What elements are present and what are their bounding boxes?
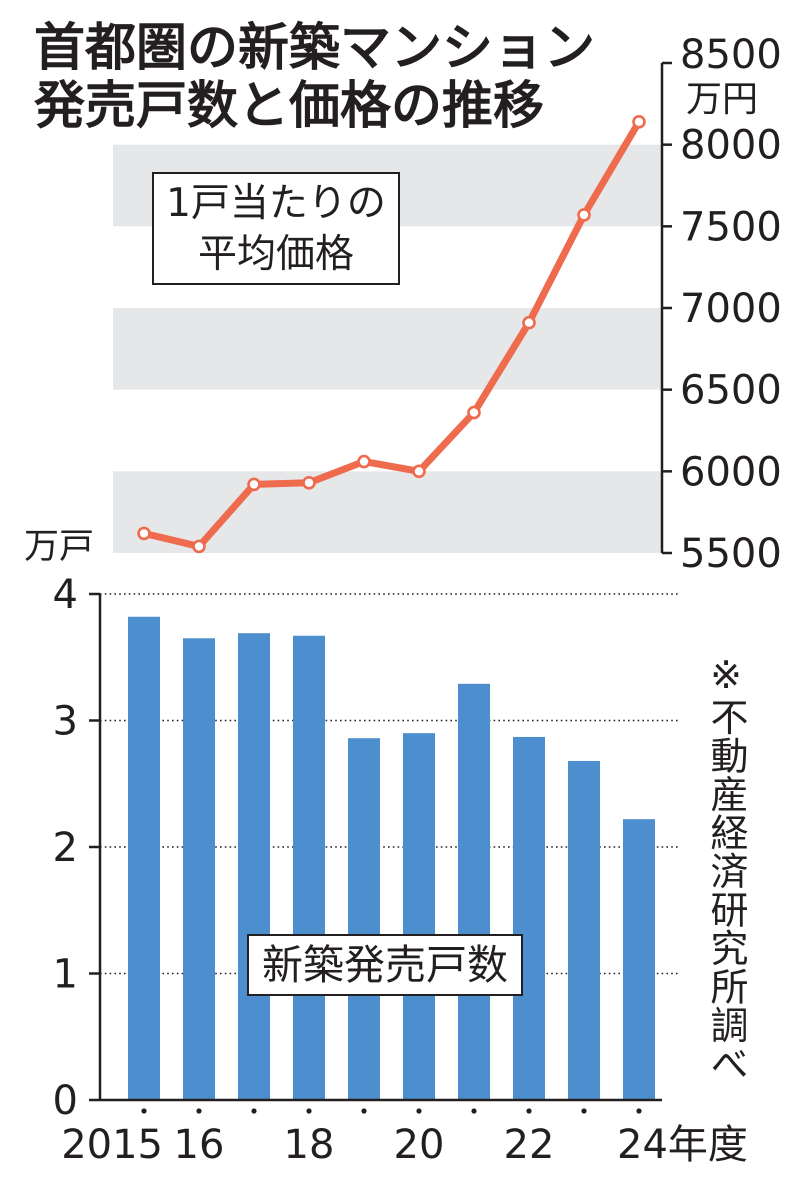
year-dot: [581, 1108, 587, 1114]
units-tick-label: 3: [53, 699, 78, 745]
price-series-label-line-2: 平均価格: [197, 231, 354, 277]
price-axis-unit: 万円: [686, 79, 759, 120]
price-line-chart: 5500 6000 6500 7000 7500 8000 8500: [113, 32, 782, 577]
units-tick-label: 1: [53, 952, 78, 998]
units-tick-label: 4: [53, 572, 78, 618]
price-point: [247, 477, 261, 492]
price-tick-label: 5500: [680, 531, 782, 577]
units-bar: [623, 819, 655, 1100]
price-tick-label: 8500: [680, 32, 782, 78]
units-series-label: 新築発売戸数: [247, 934, 523, 996]
price-point: [467, 405, 481, 420]
price-tick-label: 6500: [680, 368, 782, 414]
units-bar: [183, 638, 215, 1100]
price-tick-label: 6000: [680, 449, 782, 495]
year-dot: [416, 1108, 422, 1114]
year-dot: [361, 1108, 367, 1114]
units-bar: [238, 633, 270, 1100]
year-dot: [636, 1108, 642, 1114]
year-dot: [526, 1108, 532, 1114]
units-tick-label: 0: [53, 1078, 78, 1124]
source-note: ※不動産経済研究所調べ: [704, 653, 748, 1083]
price-point: [357, 454, 371, 469]
year-dot: [141, 1108, 147, 1114]
units-bar: [568, 760, 600, 1100]
price-tick-label: 8000: [680, 123, 782, 169]
units-bar: [403, 733, 435, 1100]
price-point: [412, 464, 426, 479]
price-point: [632, 115, 646, 129]
price-point: [192, 539, 206, 554]
year-tick-label: 24年度: [617, 1122, 748, 1168]
chart-title-line-1: 首都圏の新築マンション: [34, 19, 596, 78]
year-tick-label: 2015: [61, 1122, 163, 1168]
chart-title: 首都圏の新築マンション 発売戸数と価格の推移: [34, 20, 595, 136]
price-series-label-line-1: 1戸当たりの: [166, 180, 386, 226]
year-tick-label: 16: [174, 1122, 225, 1168]
year-dot: [471, 1108, 477, 1114]
price-point: [302, 475, 316, 490]
price-band: [113, 308, 662, 390]
units-bar: [293, 635, 325, 1100]
units-bar: [348, 738, 380, 1100]
price-point: [522, 315, 536, 330]
year-tick-label: 18: [284, 1122, 335, 1168]
price-tick-label: 7500: [680, 204, 782, 250]
units-tick-label: 2: [53, 825, 78, 871]
year-tick-label: 20: [394, 1122, 445, 1168]
price-tick-label: 7000: [680, 286, 782, 332]
price-line: [140, 118, 643, 550]
year-tick-label: 22: [504, 1122, 555, 1168]
price-point: [137, 526, 151, 541]
chart-title-line-2: 発売戸数と価格の推移: [34, 77, 545, 136]
year-dot: [251, 1108, 257, 1114]
price-series-label: 1戸当たりの 平均価格: [152, 172, 400, 285]
units-bar: [128, 616, 160, 1100]
price-point: [577, 208, 591, 222]
units-bar-chart: 0 1 2 3 4: [53, 572, 680, 1124]
year-axis: 2015 16 18 20 22 24年度: [61, 1108, 748, 1168]
units-axis-unit: 万戸: [24, 527, 95, 567]
year-dot: [306, 1108, 312, 1114]
year-dot: [196, 1108, 202, 1114]
units-bar: [513, 736, 545, 1100]
units-bar: [458, 683, 490, 1100]
